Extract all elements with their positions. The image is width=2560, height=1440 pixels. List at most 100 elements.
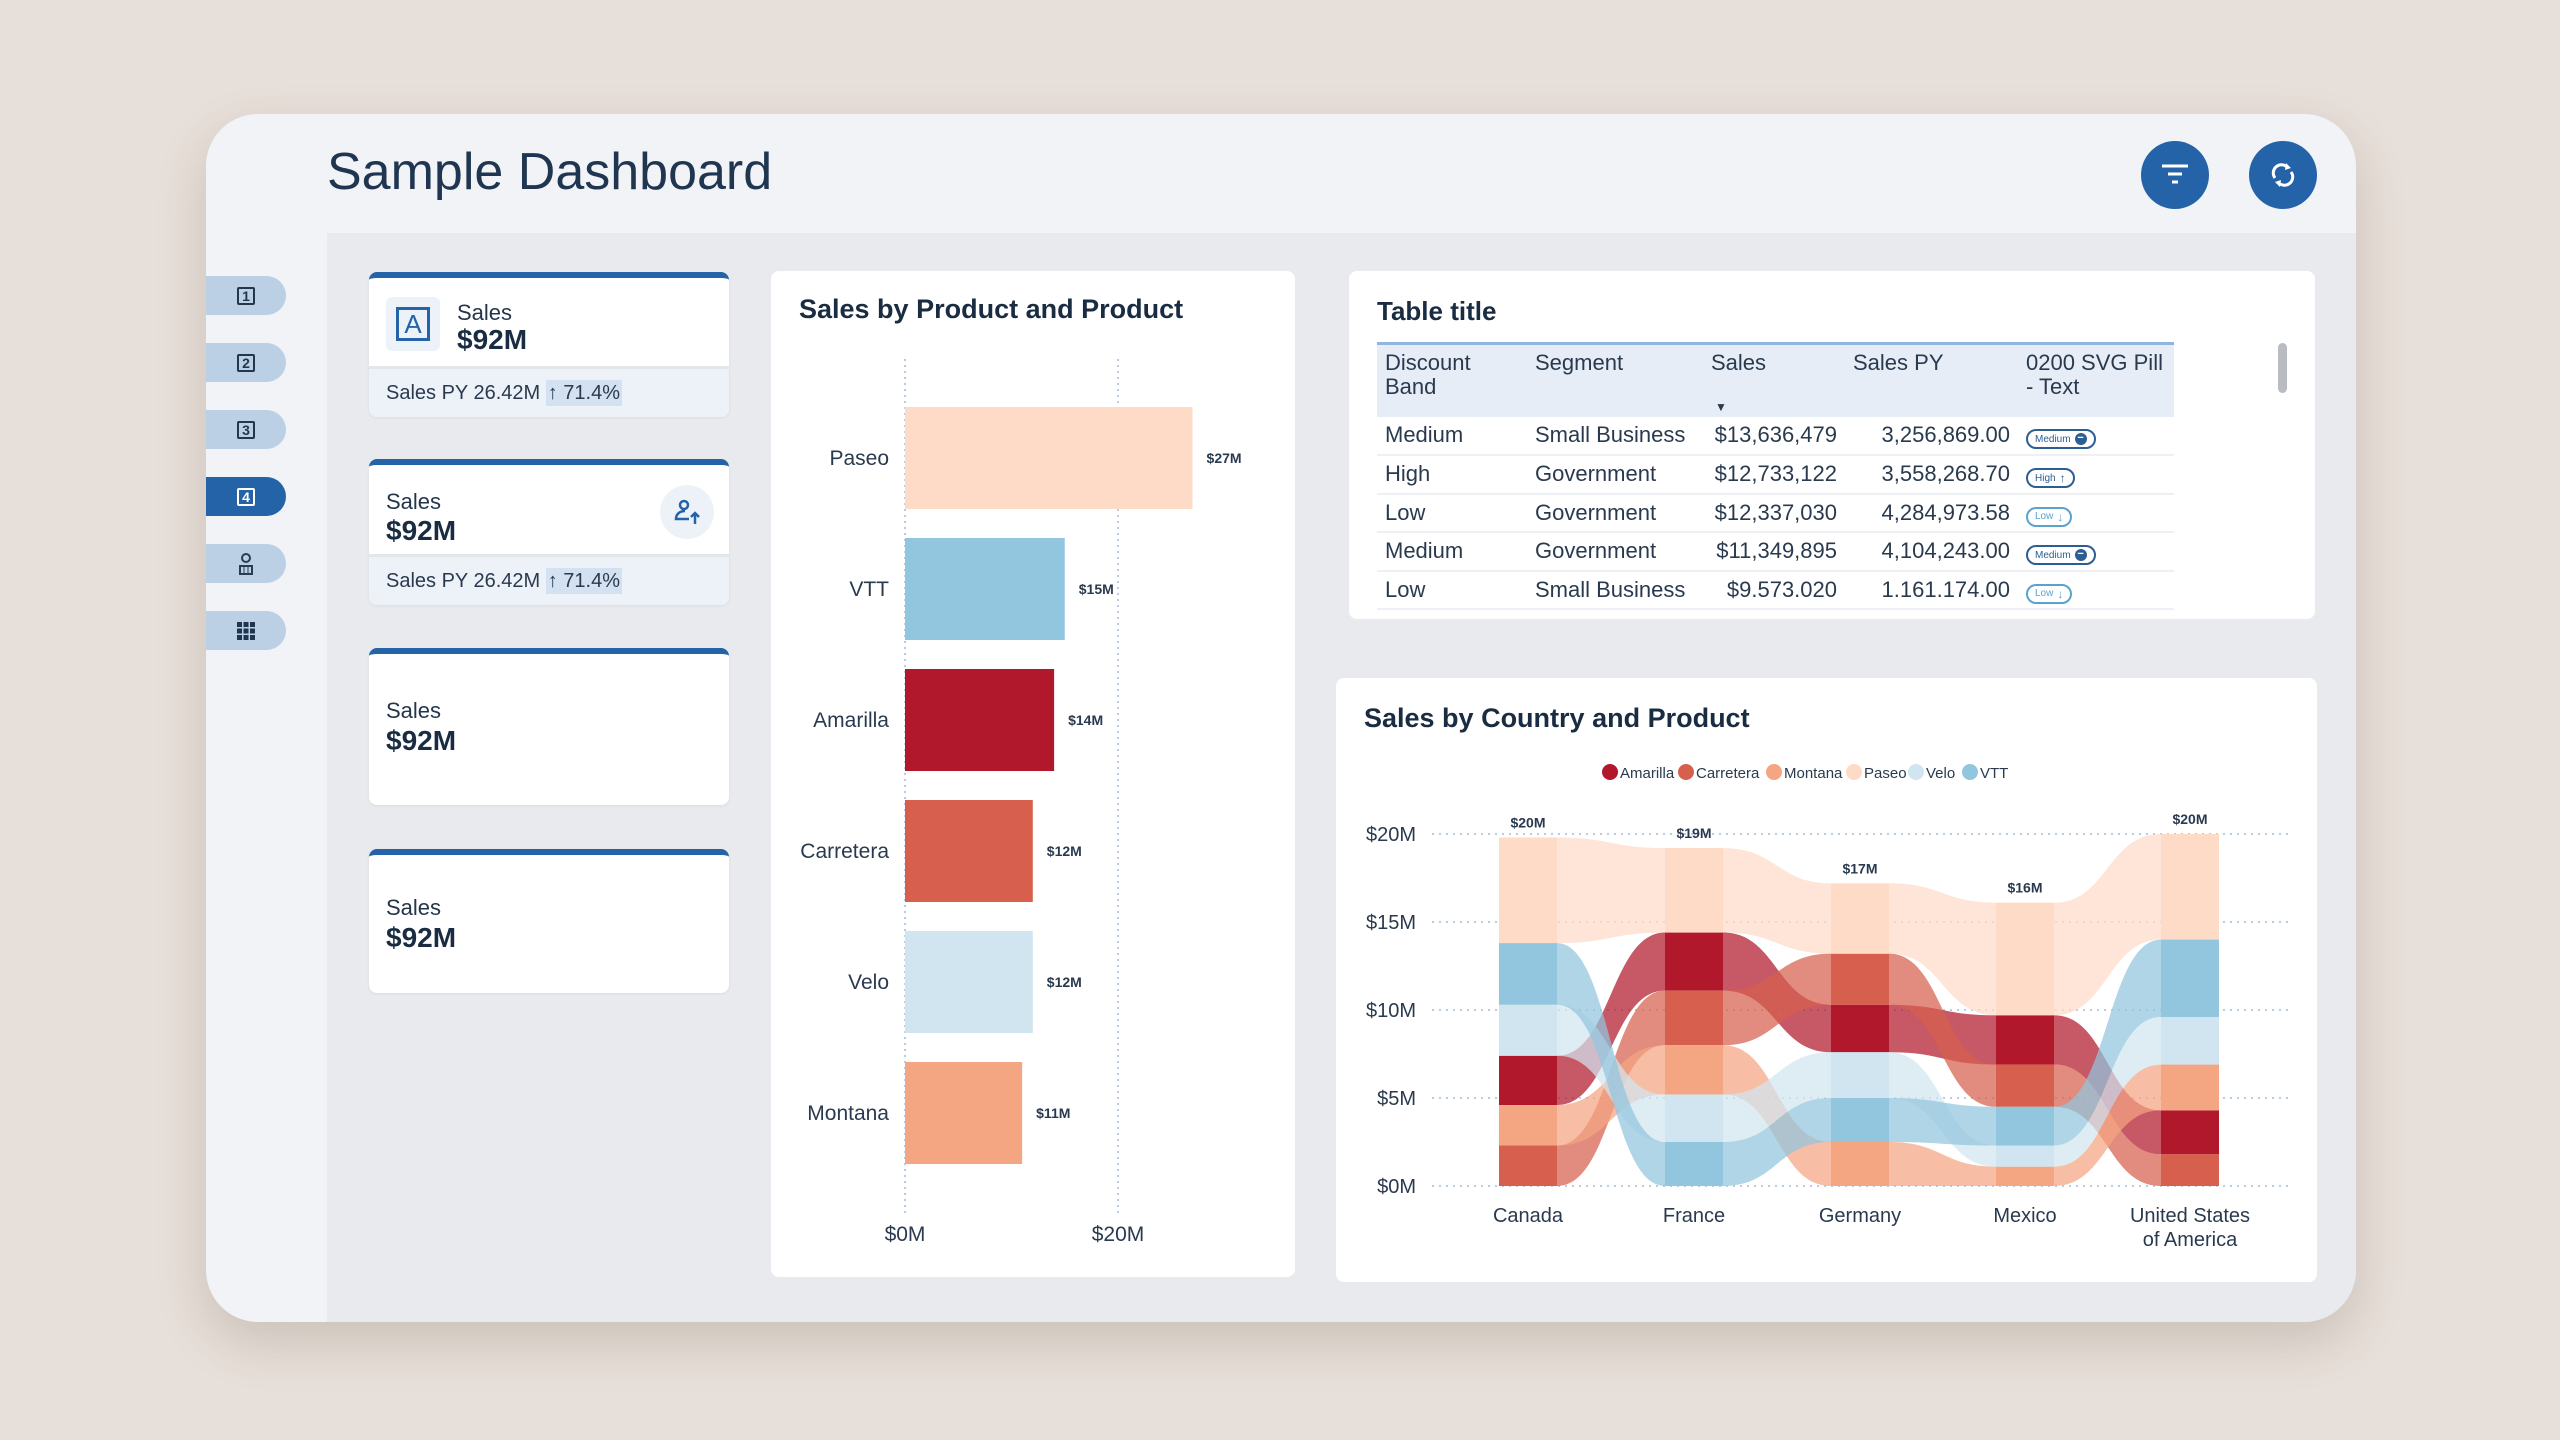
x-category-label: Canada xyxy=(1493,1205,1564,1227)
arrow-down-icon: ↓ xyxy=(2057,509,2064,524)
sidebar-item-page-4[interactable]: 4 xyxy=(206,477,286,516)
status-pill-label: Medium xyxy=(2035,433,2071,445)
segment-paseo xyxy=(1665,848,1723,933)
cell-sales-py: 3,256,869.00 xyxy=(1845,416,2018,456)
cell-segment: Small Business xyxy=(1527,416,1703,456)
legend-marker-paseo xyxy=(1846,764,1862,780)
segment-vtt xyxy=(1499,943,1557,1005)
segment-carretera xyxy=(1831,953,1889,1005)
kpi-label: Sales xyxy=(457,300,513,325)
table-row[interactable]: Medium Government $11,349,895 4,104,243.00 M… xyxy=(1377,532,2174,572)
legend-marker-vtt xyxy=(1962,764,1978,780)
kpi-value: $92M xyxy=(386,922,457,953)
data-label: $27M xyxy=(1207,450,1242,466)
segment-velo xyxy=(1499,1004,1557,1056)
minus-circle-icon: − xyxy=(2074,433,2087,445)
col-header-segment[interactable]: Segment xyxy=(1527,342,1703,417)
segment-carretera xyxy=(1665,990,1723,1046)
legend-marker-velo xyxy=(1908,764,1924,780)
segment-montana xyxy=(1665,1045,1723,1095)
segment-vtt xyxy=(2161,939,2219,1018)
x-category-label-line: United States xyxy=(2130,1205,2250,1227)
minus-circle-icon: − xyxy=(2074,549,2087,561)
status-pill: Low ↓ xyxy=(2026,506,2073,527)
bar-amarilla xyxy=(905,669,1055,771)
cell-segment: Small Business xyxy=(1527,570,1703,610)
user-up-icon xyxy=(660,485,714,539)
ribbon-paseo xyxy=(1557,837,1665,944)
data-label: $11M xyxy=(1036,1105,1070,1121)
cell-sales-py: 1.161.174.00 xyxy=(1845,570,2018,610)
cell-sales: $11,349,895 xyxy=(1703,532,1845,572)
col-header-sales-py[interactable]: Sales PY xyxy=(1845,342,2018,417)
table-row[interactable]: Low Government $12,337,030 4,284,973.58 Low ↓ xyxy=(1377,493,2174,533)
col-header-sales-label: Sales xyxy=(1711,350,1767,375)
status-pill-label: Low xyxy=(2035,511,2054,522)
kpi-value: $92M xyxy=(386,515,457,546)
ribbon-montana xyxy=(2054,1064,2161,1186)
ribbon-vtt xyxy=(1557,943,1665,1186)
col-header-sales[interactable]: Sales ▼ xyxy=(1703,342,1845,417)
ribbon-velo xyxy=(1723,1052,1831,1142)
ribbon-vtt xyxy=(1723,1098,1831,1186)
cell-pill: High ↑ xyxy=(2018,455,2174,495)
segment-paseo xyxy=(1499,837,1557,944)
segment-paseo xyxy=(1831,883,1889,954)
refresh-button[interactable] xyxy=(2249,141,2317,209)
status-pill: Medium − xyxy=(2026,545,2096,565)
segment-vtt xyxy=(1831,1098,1889,1142)
segment-amarilla xyxy=(2161,1110,2219,1155)
sidebar-item-money[interactable] xyxy=(206,544,286,583)
segment-paseo xyxy=(1996,902,2054,1016)
data-table: Discount Band Segment Sales ▼ Sales PY 02… xyxy=(1377,342,2174,610)
sidebar-item-page-1[interactable]: 1 xyxy=(206,276,286,315)
status-pill: Medium − xyxy=(2026,429,2096,449)
kpi-card-4[interactable]: Sales $92M xyxy=(369,849,729,993)
segment-carretera xyxy=(1996,1064,2054,1107)
segment-amarilla xyxy=(1499,1055,1557,1106)
total-label: $20M xyxy=(2172,811,2207,827)
table-row[interactable]: High Government $12,733,122 3,558,268.70 Hig… xyxy=(1377,455,2174,495)
col-header-pill[interactable]: 0200 SVG Pill - Text xyxy=(2018,342,2174,417)
cell-sales: $12,337,030 xyxy=(1703,493,1845,533)
table-row[interactable]: Medium Small Business $13,636,479 3,256,869… xyxy=(1377,416,2174,456)
total-label: $19M xyxy=(1676,825,1711,841)
sidebar-item-page-3[interactable]: 3 xyxy=(206,410,286,449)
arrow-down-icon: ↓ xyxy=(2057,586,2064,601)
status-pill: High ↑ xyxy=(2026,468,2075,488)
cell-discount-band: Medium xyxy=(1377,532,1527,572)
segment-montana xyxy=(1831,1142,1889,1186)
sidebar-item-grid[interactable] xyxy=(206,611,286,650)
cell-segment: Government xyxy=(1527,455,1703,495)
ribbon-velo xyxy=(2054,1017,2161,1167)
bar-vtt xyxy=(905,538,1065,640)
cell-sales: $13,636,479 xyxy=(1703,416,1845,456)
data-label: $12M xyxy=(1047,843,1082,859)
data-label: $12M xyxy=(1047,974,1082,990)
status-pill-label: High xyxy=(2035,472,2056,484)
arrow-up-icon: ↑ xyxy=(2059,471,2066,485)
kpi-card-2[interactable]: Sales $92M Sales PY 26.42M ↑ 71.4% xyxy=(369,459,729,605)
table-row[interactable]: Low Small Business $9.573.020 1.161.174.00 L… xyxy=(1377,570,2174,610)
table-scrollbar[interactable] xyxy=(2278,343,2287,393)
cell-discount-band: High xyxy=(1377,455,1527,495)
cell-discount-band: Low xyxy=(1377,570,1527,610)
ribbon-paseo xyxy=(1889,883,1996,1016)
kpi-change: ↑ 71.4% xyxy=(545,380,623,406)
segment-amarilla xyxy=(1665,932,1723,991)
grid-icon xyxy=(237,621,255,640)
total-label: $16M xyxy=(2007,880,2042,896)
sidebar-item-page-2[interactable]: 2 xyxy=(206,343,286,382)
x-tick-label: $20M xyxy=(1092,1223,1145,1246)
kpi-card-1[interactable]: A Sales $92M Sales PY 26.42M ↑ 71.4% xyxy=(369,272,729,417)
segment-velo xyxy=(1831,1052,1889,1098)
bar-chart-title: Sales by Product and Product xyxy=(799,294,1184,324)
filter-icon xyxy=(2162,164,2188,184)
legend-label: Montana xyxy=(1784,765,1843,782)
kpi-card-3[interactable]: Sales $92M xyxy=(369,648,729,805)
filter-button[interactable] xyxy=(2141,141,2209,209)
refresh-icon xyxy=(2271,163,2295,187)
kpi-value: $92M xyxy=(457,324,528,355)
col-header-discount-band[interactable]: Discount Band xyxy=(1377,342,1527,417)
